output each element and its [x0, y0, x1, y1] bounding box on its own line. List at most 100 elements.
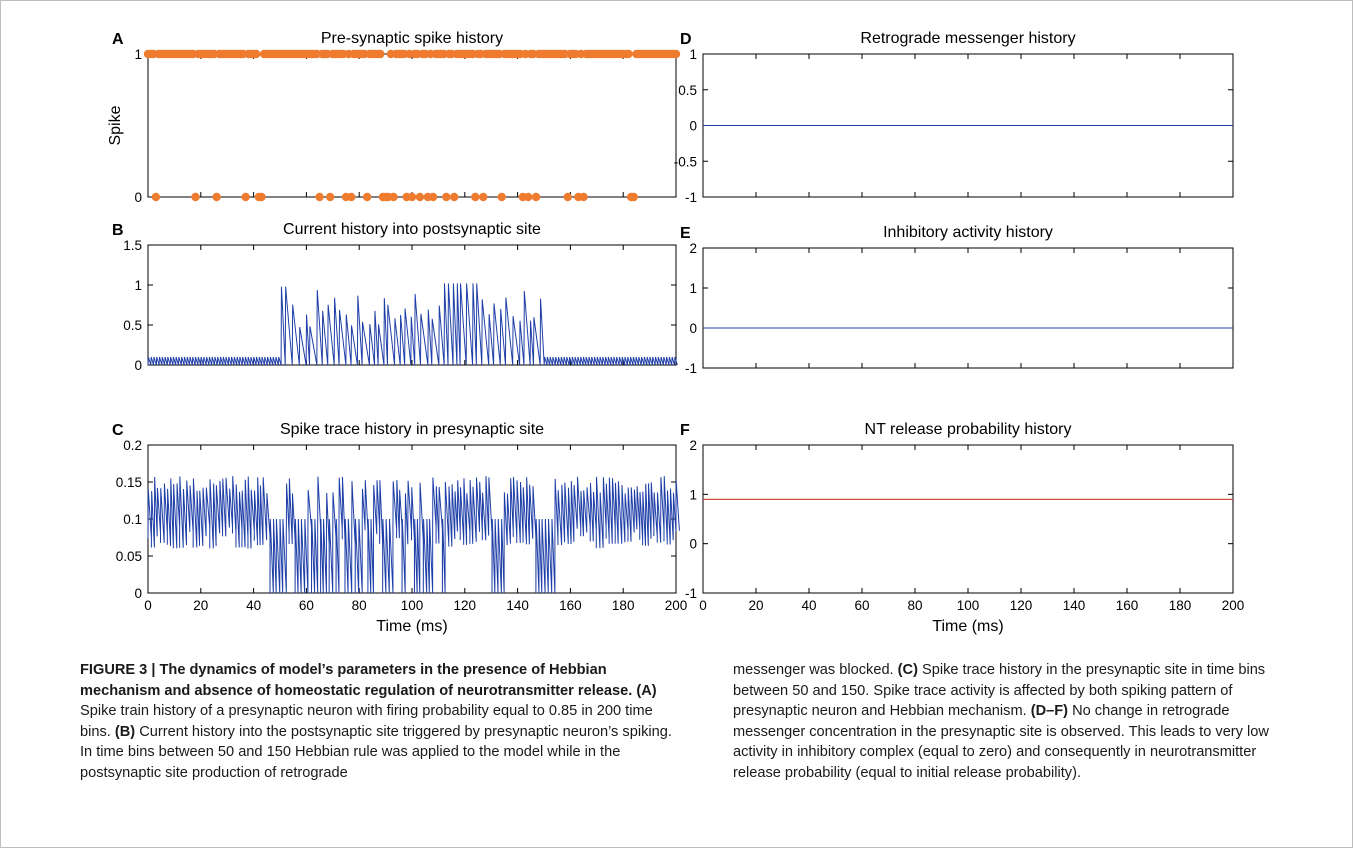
- x-tick-label: 120: [454, 598, 477, 613]
- caption-text-df: No change in retrograde messenger concen…: [733, 703, 1269, 781]
- spike-point: [428, 192, 438, 202]
- x-tick-label: 100: [401, 598, 424, 613]
- x-tick-label: 60: [854, 598, 869, 613]
- spike-point: [315, 192, 324, 202]
- caption-text-c: Spike trace history in the presynaptic s…: [733, 662, 1266, 719]
- x-axis-label-c: Time (ms): [376, 618, 447, 635]
- panel-label-b: B: [112, 222, 124, 239]
- y-tick-label: 1: [689, 47, 697, 62]
- y-tick-label: 0: [689, 537, 697, 552]
- x-tick-label: 80: [907, 598, 922, 613]
- x-tick-label: 160: [1116, 598, 1139, 613]
- spike-point: [212, 192, 221, 202]
- x-tick-label: 40: [801, 598, 816, 613]
- x-axis-label-f: Time (ms): [932, 618, 1003, 635]
- y-tick-label: -0.5: [674, 154, 697, 169]
- panel-label-a: A: [112, 31, 124, 48]
- y-tick-label: 1: [689, 281, 697, 296]
- spike-point: [579, 192, 588, 202]
- caption-text-b: Current history into the postsynaptic si…: [80, 723, 672, 781]
- y-tick-label: 2: [689, 241, 697, 256]
- x-tick-label: 80: [352, 598, 367, 613]
- x-tick-label: 180: [612, 598, 635, 613]
- caption-label-c: (C): [897, 662, 918, 678]
- panel-title-d: Retrograde messenger history: [860, 30, 1075, 47]
- axes-frame-f: [702, 444, 1234, 594]
- panel-title-b: Current history into postsynaptic site: [283, 221, 541, 238]
- y-tick-label: 1: [689, 487, 697, 502]
- y-tick-label: -1: [685, 190, 697, 205]
- panel-label-d: D: [680, 31, 692, 48]
- spike-point: [671, 49, 681, 59]
- axes-frame-b: [147, 244, 677, 366]
- x-tick-label: 180: [1169, 598, 1192, 613]
- y-tick-label: 1: [134, 47, 142, 62]
- caption-text-continued: messenger was blocked.: [733, 662, 898, 678]
- x-tick-label: 200: [665, 598, 688, 613]
- x-tick-label: 140: [1063, 598, 1086, 613]
- series-line-spike-trace: [147, 476, 680, 594]
- y-tick-label: 0.5: [123, 318, 142, 333]
- y-tick-label: 0: [134, 358, 142, 373]
- figure-panels: A Pre-synaptic spike history 0 1 Spike B Curre…: [107, 30, 1245, 635]
- panel-title-c: Spike trace history in presynaptic site: [280, 421, 544, 438]
- y-tick-label: 0: [689, 119, 697, 134]
- spike-point: [629, 192, 638, 202]
- spike-point: [347, 192, 356, 202]
- caption-title: The dynamics of model’s parameters in th…: [80, 662, 633, 699]
- spike-point: [531, 192, 541, 202]
- caption-figure-label: FIGURE 3 |: [80, 662, 160, 678]
- spike-point: [376, 49, 385, 59]
- panel-title-f: NT release probability history: [865, 421, 1072, 438]
- y-tick-label: 1.5: [123, 238, 142, 253]
- spike-point: [442, 192, 451, 202]
- panel-label-e: E: [680, 225, 691, 242]
- axes-frame-a: [147, 53, 677, 198]
- spike-point: [479, 192, 488, 202]
- series-line-current: [147, 283, 678, 366]
- y-tick-label: -1: [685, 586, 697, 601]
- spike-point: [257, 192, 266, 202]
- x-tick-label: 0: [699, 598, 707, 613]
- panel-label-c: C: [112, 422, 124, 439]
- x-tick-label: 100: [957, 598, 980, 613]
- x-tick-label: 40: [246, 598, 261, 613]
- x-tick-label: 20: [748, 598, 763, 613]
- spike-point: [523, 192, 533, 202]
- y-tick-label: -1: [685, 361, 697, 376]
- y-tick-label: 2: [689, 438, 697, 453]
- y-tick-label: 0: [689, 321, 697, 336]
- spike-point: [624, 49, 633, 59]
- caption-left-column: FIGURE 3 | The dynamics of model’s param…: [80, 660, 680, 783]
- y-tick-label: 0.5: [678, 83, 697, 98]
- spike-point: [389, 192, 398, 202]
- y-tick-label: 0: [134, 586, 142, 601]
- y-axis-label-a: Spike: [107, 105, 124, 145]
- spike-point: [407, 192, 417, 202]
- x-tick-label: 0: [144, 598, 152, 613]
- spike-point: [471, 192, 480, 202]
- y-tick-label: 0.15: [116, 475, 142, 490]
- y-tick-label: 0.05: [116, 549, 142, 564]
- spike-point: [252, 49, 261, 59]
- caption-label-b: (B): [114, 723, 136, 740]
- spike-point: [151, 192, 161, 202]
- spike-point: [362, 192, 372, 202]
- y-tick-label: 0.1: [123, 512, 142, 527]
- y-tick-label: 1: [134, 278, 142, 293]
- spike-point: [325, 192, 335, 202]
- y-tick-label: 0.2: [123, 438, 142, 453]
- spike-point: [415, 192, 425, 202]
- spike-point: [563, 192, 572, 202]
- x-tick-label: 60: [299, 598, 314, 613]
- axes-frame-e: [702, 247, 1234, 369]
- x-tick-label: 120: [1010, 598, 1033, 613]
- x-tick-label: 20: [193, 598, 208, 613]
- spike-point: [191, 192, 200, 202]
- spike-point: [450, 192, 459, 202]
- x-tick-label: 200: [1222, 598, 1245, 613]
- x-tick-label: 140: [506, 598, 529, 613]
- caption-text-a: Spike train history of a presynaptic neu…: [80, 703, 653, 740]
- caption-label-df: (D–F): [1030, 703, 1069, 719]
